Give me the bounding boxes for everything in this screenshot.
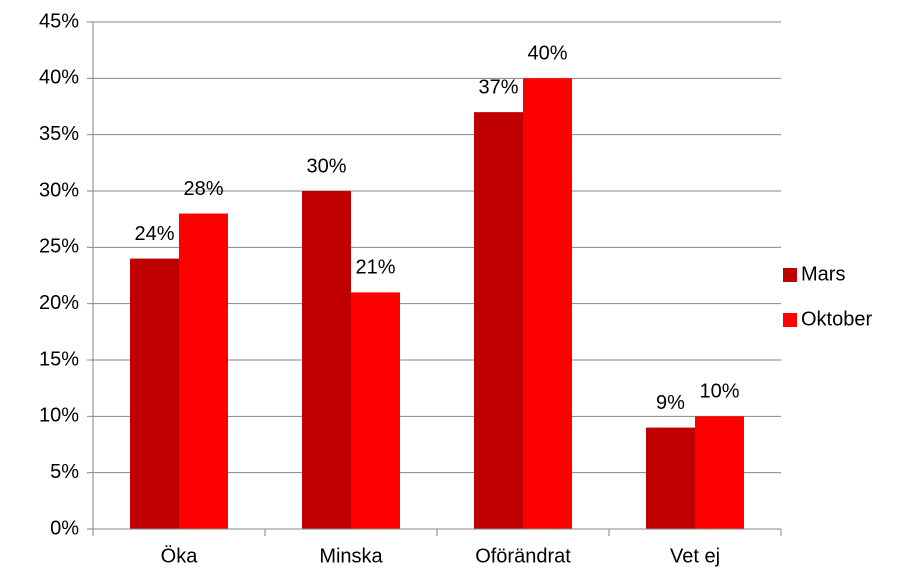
data-label: 37% bbox=[478, 76, 518, 98]
bar bbox=[179, 213, 228, 530]
bar bbox=[523, 78, 572, 529]
bar bbox=[351, 292, 400, 529]
y-tick-label: 10% bbox=[39, 405, 79, 427]
y-tick-label: 20% bbox=[39, 292, 79, 314]
bar bbox=[646, 427, 695, 529]
y-tick-label: 35% bbox=[39, 123, 79, 145]
bar bbox=[302, 191, 351, 529]
data-label: 9% bbox=[656, 392, 685, 414]
data-label: 30% bbox=[306, 155, 346, 177]
legend-label: Mars bbox=[801, 263, 845, 285]
x-tick-label: Oförändrat bbox=[475, 545, 571, 567]
legend-label: Oktober bbox=[801, 308, 872, 330]
data-label: 21% bbox=[355, 257, 395, 279]
data-label: 10% bbox=[699, 381, 739, 403]
x-tick-label: Minska bbox=[319, 545, 383, 567]
legend-swatch bbox=[783, 313, 797, 327]
y-tick-label: 15% bbox=[39, 348, 79, 370]
y-tick-label: 40% bbox=[39, 67, 79, 89]
x-tick-label: Vet ej bbox=[670, 545, 720, 567]
data-label: 24% bbox=[134, 223, 174, 245]
data-label: 28% bbox=[183, 178, 223, 200]
y-tick-label: 0% bbox=[50, 517, 79, 539]
y-tick-label: 30% bbox=[39, 179, 79, 201]
y-tick-label: 45% bbox=[39, 10, 79, 32]
bar bbox=[130, 258, 179, 529]
y-tick-label: 5% bbox=[50, 461, 79, 483]
bar bbox=[474, 112, 523, 529]
y-tick-label: 25% bbox=[39, 236, 79, 258]
legend-swatch bbox=[783, 268, 797, 282]
x-tick-label: Öka bbox=[161, 545, 199, 567]
data-label: 40% bbox=[527, 43, 567, 65]
bar bbox=[695, 416, 744, 529]
